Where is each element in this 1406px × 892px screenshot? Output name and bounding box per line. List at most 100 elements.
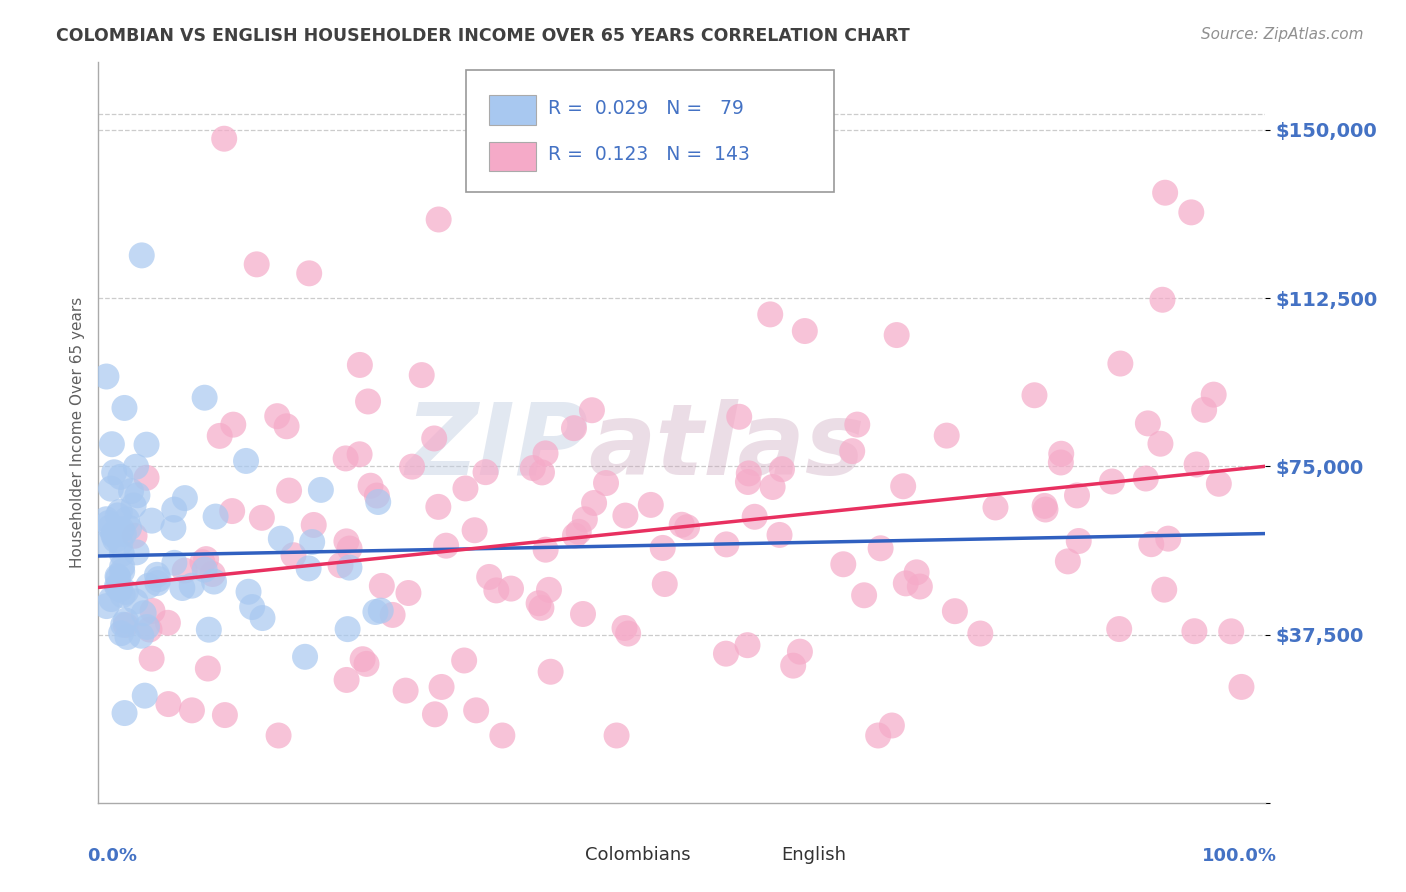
Point <box>240 600 263 615</box>
Point <box>744 509 766 524</box>
Point <box>357 394 380 409</box>
Point <box>302 518 325 533</box>
Text: atlas: atlas <box>589 399 865 496</box>
Point <box>283 548 305 562</box>
Text: R =  0.123   N =  143: R = 0.123 N = 143 <box>548 145 749 164</box>
Point <box>614 508 637 523</box>
Point <box>846 417 869 432</box>
Point <box>789 645 811 659</box>
Text: 100.0%: 100.0% <box>1202 847 1277 865</box>
Point <box>530 466 553 480</box>
Point <box>156 615 179 630</box>
Point <box>222 417 245 432</box>
Point <box>728 409 751 424</box>
Point <box>141 514 163 528</box>
Point <box>737 638 759 652</box>
Point <box>1035 502 1057 516</box>
Point <box>1185 458 1208 472</box>
Point <box>1050 455 1073 469</box>
Point <box>96 369 118 384</box>
Point <box>111 559 134 574</box>
Point <box>360 479 382 493</box>
Point <box>191 555 214 569</box>
Point <box>111 547 134 561</box>
Point <box>617 626 640 640</box>
Point <box>562 421 585 435</box>
Point <box>173 564 195 578</box>
Point <box>356 657 378 671</box>
Point <box>905 566 928 580</box>
Point <box>195 552 218 566</box>
Point <box>105 579 128 593</box>
Text: ZIP: ZIP <box>405 399 589 496</box>
Point <box>423 432 446 446</box>
Point <box>117 630 139 644</box>
Point <box>671 517 693 532</box>
Point <box>146 576 169 591</box>
Point <box>1192 402 1215 417</box>
Point <box>427 500 450 514</box>
Point <box>572 607 595 621</box>
Point <box>491 729 513 743</box>
Point <box>112 527 135 541</box>
Point <box>485 583 508 598</box>
Point <box>238 584 260 599</box>
Point <box>1135 471 1157 485</box>
Point <box>339 541 361 556</box>
Point <box>111 588 134 602</box>
Point <box>714 647 737 661</box>
Point <box>278 483 301 498</box>
Y-axis label: Householder Income Over 65 years: Householder Income Over 65 years <box>69 297 84 568</box>
Point <box>1157 532 1180 546</box>
Bar <box>541 841 576 871</box>
Point <box>371 579 394 593</box>
Point <box>499 582 522 596</box>
Point <box>120 484 142 499</box>
Point <box>1140 537 1163 551</box>
Point <box>108 505 131 519</box>
Point <box>157 697 180 711</box>
Point <box>841 444 863 458</box>
Point <box>1057 554 1080 568</box>
Point <box>135 438 157 452</box>
Point <box>534 542 557 557</box>
Point <box>868 729 890 743</box>
Point <box>869 541 891 556</box>
Point <box>411 368 433 383</box>
Point <box>336 673 359 687</box>
Point <box>104 533 127 547</box>
Point <box>309 483 332 497</box>
Point <box>522 461 544 475</box>
Point <box>198 623 221 637</box>
Point <box>738 467 761 481</box>
Point <box>267 729 290 743</box>
Point <box>252 611 274 625</box>
Point <box>401 459 423 474</box>
Point <box>138 623 160 637</box>
Bar <box>738 841 773 871</box>
Point <box>527 596 550 610</box>
Point <box>336 622 359 636</box>
Point <box>880 718 903 732</box>
Point <box>1067 533 1090 548</box>
Point <box>103 465 125 479</box>
Point <box>135 471 157 485</box>
Point <box>1154 186 1177 200</box>
Point <box>349 447 371 461</box>
Point <box>97 516 120 530</box>
Point <box>832 558 855 572</box>
Point <box>853 588 876 602</box>
Text: Source: ZipAtlas.com: Source: ZipAtlas.com <box>1201 27 1364 42</box>
Point <box>270 532 292 546</box>
Point <box>250 510 273 524</box>
Point <box>172 581 194 595</box>
Bar <box>489 142 536 171</box>
Point <box>364 605 387 619</box>
Point <box>173 491 195 505</box>
Point <box>1050 447 1073 461</box>
Point <box>984 500 1007 515</box>
Text: COLOMBIAN VS ENGLISH HOUSEHOLDER INCOME OVER 65 YEARS CORRELATION CHART: COLOMBIAN VS ENGLISH HOUSEHOLDER INCOME … <box>56 27 910 45</box>
Point <box>770 462 793 476</box>
Point <box>568 524 591 539</box>
Point <box>349 358 371 372</box>
